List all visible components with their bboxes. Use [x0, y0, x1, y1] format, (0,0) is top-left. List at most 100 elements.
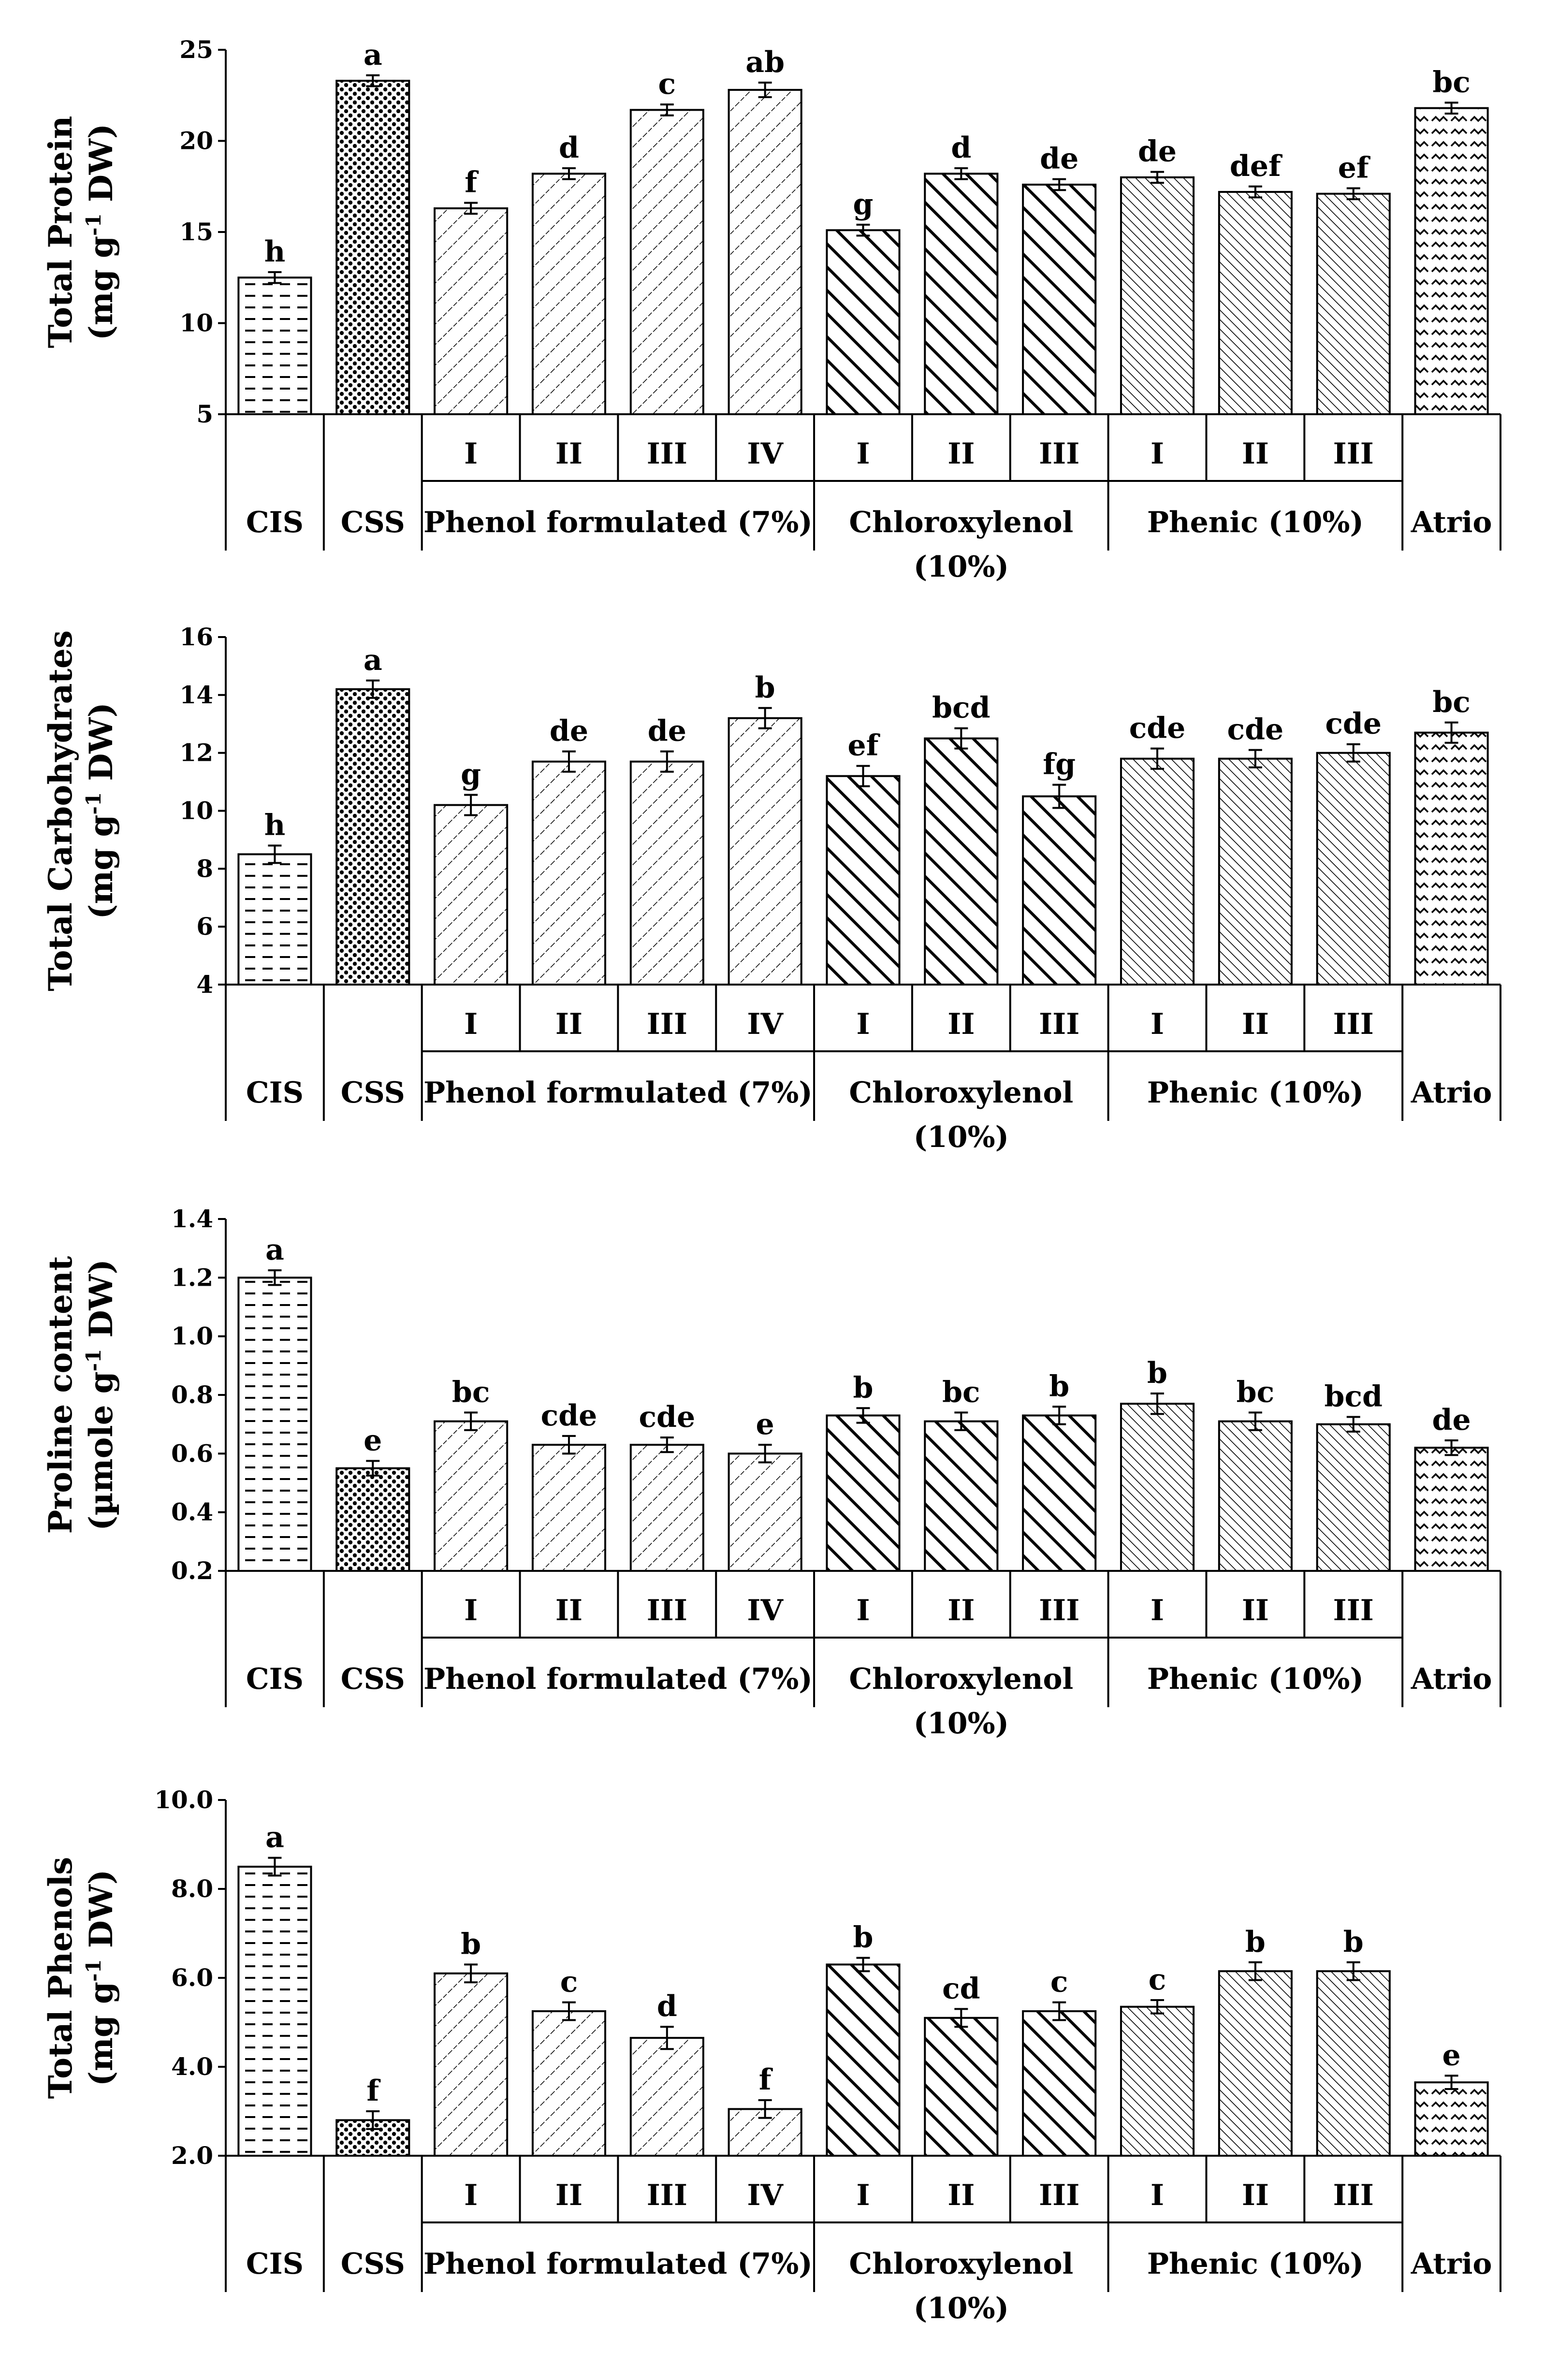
treatment-level-label: II	[947, 437, 975, 471]
group-label: Phenic (10%)	[1147, 1076, 1364, 1110]
bar	[1120, 1403, 1195, 1572]
significance-letter: e	[1442, 2038, 1460, 2072]
significance-letter: b	[1147, 1356, 1167, 1390]
treatment-level-label: II	[555, 437, 583, 471]
bar	[1316, 192, 1391, 415]
significance-letter: cd	[942, 1972, 980, 2005]
bar	[728, 1452, 802, 1572]
bar	[1218, 1420, 1293, 1572]
bar	[1022, 1414, 1097, 1572]
significance-letter: bcd	[932, 691, 990, 725]
group-label: CSS	[341, 1662, 405, 1696]
treatment-level-label: III	[647, 1594, 687, 1627]
y-tick-label: 1.2	[171, 1263, 213, 1292]
significance-letter: de	[1432, 1403, 1471, 1437]
treatment-level-label: II	[555, 1007, 583, 1041]
group-label: (10%)	[914, 1120, 1009, 1154]
bar	[629, 1444, 704, 1572]
bar	[1022, 795, 1097, 986]
treatment-level-label: I	[464, 2178, 478, 2212]
y-tick-label: 6	[196, 912, 213, 941]
group-label: (10%)	[914, 550, 1009, 584]
y-tick-label: 14	[179, 681, 213, 709]
treatment-level-label: III	[647, 1007, 687, 1041]
significance-letter: a	[364, 38, 382, 72]
bar	[728, 88, 802, 415]
treatment-level-label: III	[1333, 1007, 1374, 1041]
group-label: Chloroxylenol	[849, 1076, 1073, 1110]
group-label: CSS	[341, 506, 405, 539]
significance-letter: cde	[1325, 707, 1382, 741]
significance-letter: de	[550, 714, 588, 748]
significance-letter: a	[265, 1821, 284, 1855]
significance-letter: cde	[541, 1399, 597, 1433]
bar	[924, 2017, 999, 2157]
group-label: CIS	[246, 2247, 304, 2281]
group-label: CIS	[246, 506, 304, 539]
y-tick-label: 8	[196, 854, 213, 883]
bar	[728, 717, 802, 986]
significance-letter: c	[560, 1965, 578, 1999]
group-label: Chloroxylenol	[849, 506, 1073, 539]
group-label: Chloroxylenol	[849, 2247, 1073, 2281]
group-label: Phenic (10%)	[1147, 506, 1364, 539]
treatment-level-label: III	[1333, 1594, 1374, 1627]
significance-letter: cde	[1129, 711, 1186, 745]
bar	[1414, 1447, 1489, 1572]
treatment-level-label: IV	[747, 2178, 784, 2212]
treatment-level-label: I	[1151, 437, 1164, 471]
significance-letter: bc	[1237, 1375, 1275, 1409]
treatment-level-label: IV	[747, 1007, 784, 1041]
treatment-level-label: III	[1039, 1007, 1079, 1041]
treatment-level-label: I	[856, 437, 870, 471]
group-label: Phenol formulated (7%)	[423, 506, 813, 539]
bar	[629, 760, 704, 986]
significance-letter: c	[658, 67, 676, 101]
bar	[237, 276, 312, 415]
treatment-level-label: II	[947, 2178, 975, 2212]
bar	[335, 1467, 410, 1572]
y-tick-label: 12	[179, 739, 213, 767]
y-tick-label: 0.6	[171, 1439, 213, 1467]
significance-letter: c	[1149, 1963, 1166, 1997]
significance-letter: b	[1245, 1925, 1266, 1959]
bar	[1022, 183, 1097, 415]
treatment-level-label: I	[1151, 2178, 1164, 2212]
significance-letter: f	[465, 166, 479, 200]
bar	[237, 853, 312, 986]
bar	[924, 173, 999, 415]
bar	[1218, 757, 1293, 986]
treatment-level-label: II	[1242, 437, 1269, 471]
treatment-level-label: I	[464, 1594, 478, 1627]
group-label: Atrio	[1411, 1076, 1492, 1110]
y-tick-label: 25	[179, 35, 213, 64]
y-axis-title: Proline content(µmole g-1 DW)	[42, 1256, 120, 1534]
treatment-level-label: II	[555, 1594, 583, 1627]
bar	[1316, 1423, 1391, 1572]
y-tick-label: 0.2	[171, 1556, 213, 1585]
treatment-level-label: III	[647, 2178, 687, 2212]
bar	[826, 1963, 901, 2157]
chart-panel-2: 4 6 8 10 12 14 16 Total Carbohydrates(mg g-1 DW…	[42, 623, 1501, 1154]
y-tick-label: 15	[179, 218, 213, 246]
bar	[1218, 1970, 1293, 2157]
significance-letter: bc	[452, 1375, 490, 1409]
significance-letter: f	[759, 2063, 773, 2097]
y-tick-label: 4	[196, 970, 213, 999]
bar	[531, 1444, 607, 1572]
treatment-level-label: III	[647, 437, 687, 471]
significance-letter: a	[364, 643, 382, 677]
group-label: CIS	[246, 1076, 304, 1110]
y-tick-label: 16	[179, 623, 213, 651]
treatment-level-label: III	[1039, 2178, 1079, 2212]
treatment-level-label: II	[1242, 2178, 1269, 2212]
bar	[1120, 2005, 1195, 2157]
bar	[434, 1420, 509, 1572]
bar	[1316, 752, 1391, 986]
y-axis-title: Total Protein(mg g-1 DW)	[42, 116, 120, 348]
y-tick-label: 1.0	[171, 1322, 213, 1350]
significance-letter: b	[461, 1927, 481, 1961]
bar	[1218, 191, 1293, 415]
